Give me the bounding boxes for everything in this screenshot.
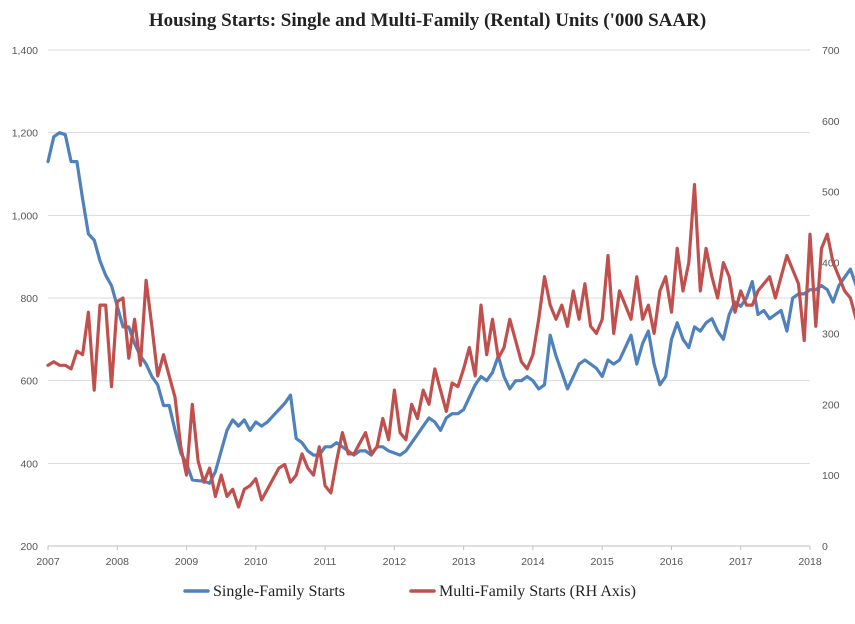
y-left-tick-label: 800 bbox=[20, 293, 38, 305]
y-left-tick-label: 1,400 bbox=[12, 45, 38, 57]
x-tick-label: 2015 bbox=[591, 556, 615, 568]
x-tick-label: 2010 bbox=[244, 556, 268, 568]
chart-title: Housing Starts: Single and Multi-Family … bbox=[148, 10, 707, 31]
x-tick-label: 2017 bbox=[729, 556, 753, 568]
x-tick-label: 2007 bbox=[36, 556, 60, 568]
y-right-tick-label: 300 bbox=[822, 328, 840, 340]
x-tick-label: 2008 bbox=[106, 556, 130, 568]
y-right-tick-label: 100 bbox=[822, 470, 840, 482]
series-line-multi-family bbox=[46, 183, 855, 509]
y-right-tick-label: 700 bbox=[822, 45, 840, 57]
legend-multi-family-label: Multi-Family Starts (RH Axis) bbox=[439, 583, 636, 600]
x-tick-label: 2012 bbox=[383, 556, 407, 568]
y-left-tick-label: 200 bbox=[20, 541, 38, 553]
x-tick-label: 2013 bbox=[452, 556, 476, 568]
legend-single-family-label: Single-Family Starts bbox=[213, 583, 345, 600]
y-left-tick-label: 1,200 bbox=[12, 128, 38, 140]
y-left-tick-label: 600 bbox=[20, 376, 38, 388]
y-right-tick-label: 600 bbox=[822, 116, 840, 128]
y-left-tick-label: 400 bbox=[20, 458, 38, 470]
x-tick-label: 2016 bbox=[660, 556, 684, 568]
y-right-tick-label: 0 bbox=[822, 541, 828, 553]
x-tick-label: 2014 bbox=[521, 556, 545, 568]
x-tick-label: 2009 bbox=[175, 556, 199, 568]
x-tick-label: 2018 bbox=[798, 556, 822, 568]
y-right-tick-label: 200 bbox=[822, 399, 840, 411]
x-tick-label: 2011 bbox=[314, 556, 337, 568]
y-right-tick-label: 500 bbox=[822, 187, 840, 199]
y-left-tick-label: 1,000 bbox=[12, 210, 38, 222]
